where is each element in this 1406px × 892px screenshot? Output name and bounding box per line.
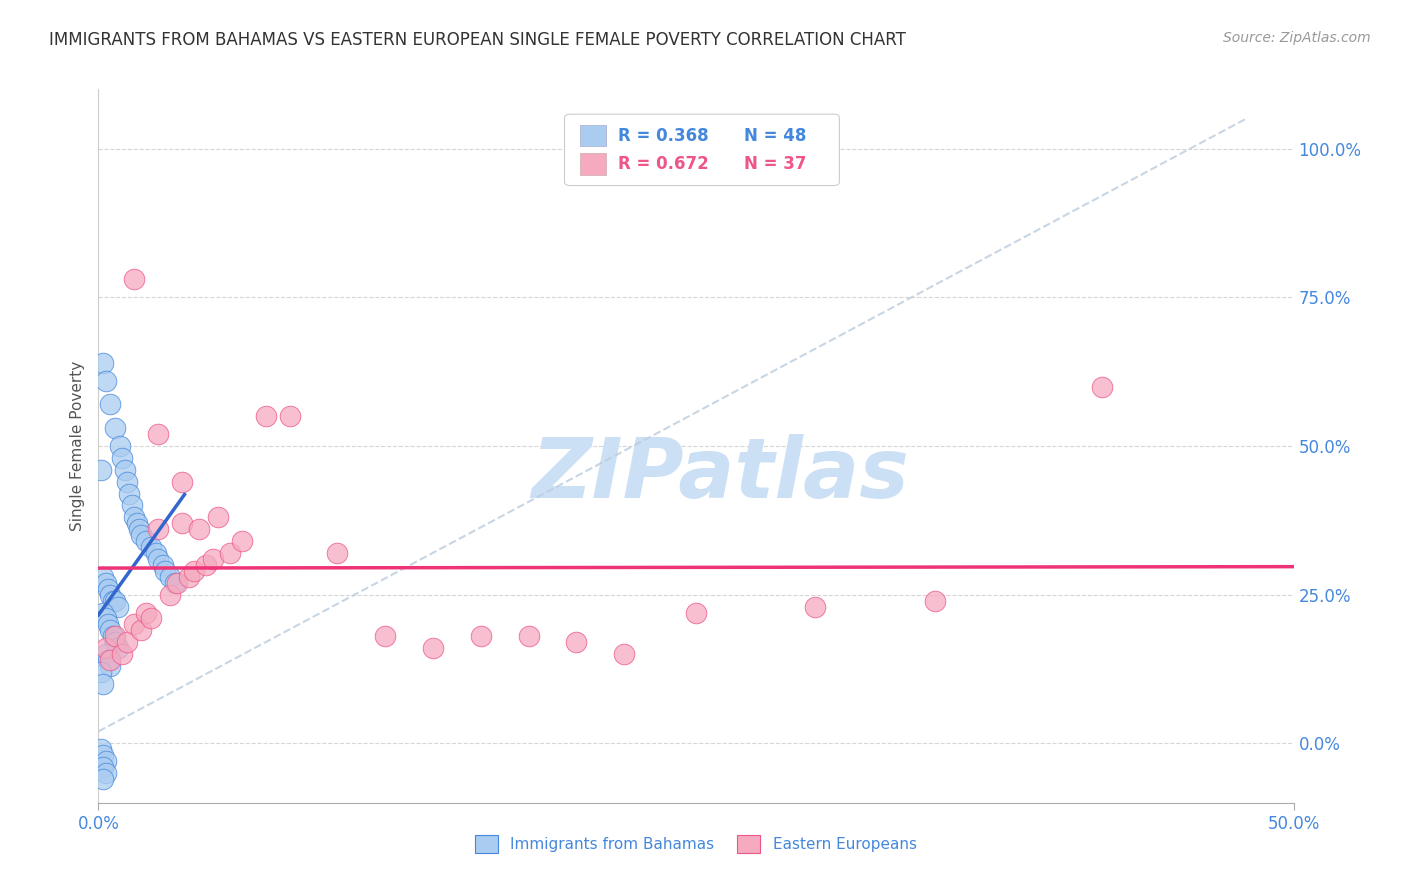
Point	[118, 486, 141, 500]
Point	[124, 510, 146, 524]
Point	[97, 617, 120, 632]
Point	[91, 677, 114, 691]
Point	[1091, 379, 1114, 393]
Point	[613, 647, 636, 661]
Point	[104, 629, 127, 643]
Point	[155, 564, 177, 578]
Text: IMMIGRANTS FROM BAHAMAS VS EASTERN EUROPEAN SINGLE FEMALE POVERTY CORRELATION CH: IMMIGRANTS FROM BAHAMAS VS EASTERN EUROP…	[49, 31, 905, 49]
Point	[172, 475, 194, 489]
Point	[94, 647, 117, 661]
Point	[111, 450, 134, 465]
Point	[98, 659, 122, 673]
Point	[94, 754, 117, 768]
Point	[104, 593, 127, 607]
Point	[685, 606, 707, 620]
Y-axis label: Single Female Poverty: Single Female Poverty	[70, 361, 86, 531]
Point	[804, 599, 827, 614]
Point	[148, 552, 170, 566]
Point	[98, 653, 122, 667]
Point	[94, 641, 117, 656]
Point	[278, 409, 301, 424]
Point	[124, 617, 146, 632]
Point	[90, 742, 112, 756]
Point	[231, 534, 253, 549]
Point	[135, 534, 157, 549]
Point	[163, 575, 186, 590]
Point	[98, 624, 122, 638]
Point	[91, 570, 114, 584]
Point	[107, 599, 129, 614]
Point	[90, 463, 112, 477]
Point	[104, 421, 127, 435]
Point	[91, 606, 114, 620]
Point	[115, 635, 138, 649]
Point	[374, 629, 396, 643]
Point	[121, 499, 143, 513]
Point	[101, 629, 124, 643]
Point	[924, 593, 946, 607]
Legend: Immigrants from Bahamas, Eastern Europeans: Immigrants from Bahamas, Eastern Europea…	[470, 829, 922, 859]
Point	[326, 546, 349, 560]
Point	[565, 635, 588, 649]
Point	[97, 653, 120, 667]
Text: N = 37: N = 37	[744, 155, 806, 173]
Point	[131, 528, 153, 542]
Point	[104, 635, 127, 649]
Point	[98, 588, 122, 602]
Point	[91, 356, 114, 370]
Point	[179, 570, 201, 584]
Point	[166, 575, 188, 590]
Point	[139, 611, 162, 625]
Point	[94, 575, 117, 590]
Point	[107, 641, 129, 656]
Text: Source: ZipAtlas.com: Source: ZipAtlas.com	[1223, 31, 1371, 45]
FancyBboxPatch shape	[581, 125, 606, 146]
Point	[91, 772, 114, 786]
Point	[125, 516, 148, 531]
Point	[91, 748, 114, 763]
Point	[114, 463, 136, 477]
FancyBboxPatch shape	[565, 114, 839, 186]
Point	[101, 593, 124, 607]
Point	[94, 766, 117, 780]
Point	[207, 510, 229, 524]
Point	[97, 582, 120, 596]
Point	[152, 558, 174, 572]
Point	[183, 564, 205, 578]
FancyBboxPatch shape	[581, 153, 606, 175]
Point	[145, 546, 167, 560]
Point	[131, 624, 153, 638]
Text: ZIPatlas: ZIPatlas	[531, 434, 908, 515]
Point	[172, 516, 194, 531]
Point	[115, 475, 138, 489]
Point	[254, 409, 277, 424]
Point	[187, 522, 209, 536]
Point	[470, 629, 492, 643]
Point	[111, 647, 134, 661]
Point	[159, 570, 181, 584]
Point	[139, 540, 162, 554]
Point	[94, 374, 117, 388]
Point	[219, 546, 242, 560]
Point	[90, 665, 112, 679]
Point	[124, 272, 146, 286]
Point	[202, 552, 225, 566]
Point	[108, 439, 131, 453]
Text: R = 0.368: R = 0.368	[619, 127, 709, 145]
Point	[128, 522, 150, 536]
Text: N = 48: N = 48	[744, 127, 806, 145]
Point	[98, 397, 122, 411]
Point	[91, 760, 114, 774]
Text: R = 0.672: R = 0.672	[619, 155, 709, 173]
Point	[94, 611, 117, 625]
Point	[517, 629, 540, 643]
Point	[148, 522, 170, 536]
Point	[422, 641, 444, 656]
Point	[148, 427, 170, 442]
Point	[135, 606, 157, 620]
Point	[195, 558, 218, 572]
Point	[159, 588, 181, 602]
